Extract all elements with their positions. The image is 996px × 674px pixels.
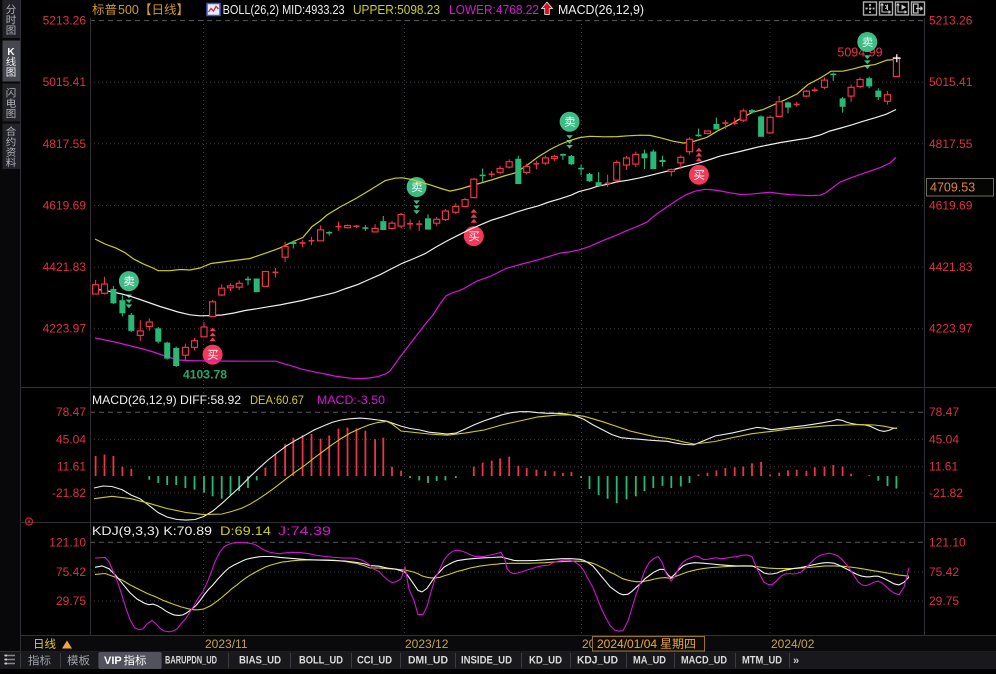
svg-text:LOWER:4768.22: LOWER:4768.22 [449,3,539,17]
svg-text:INSIDE_UD: INSIDE_UD [461,655,512,667]
svg-text:D:69.14: D:69.14 [220,524,271,538]
svg-text:29.75: 29.75 [929,594,959,608]
svg-text:KD_UD: KD_UD [529,655,562,667]
svg-text:4223.97: 4223.97 [43,322,87,336]
svg-text:J:74.39: J:74.39 [278,524,331,538]
svg-text:4619.69: 4619.69 [43,199,87,213]
svg-text:4421.83: 4421.83 [43,260,87,274]
svg-text:75.42: 75.42 [56,565,86,579]
svg-text:2023/12: 2023/12 [405,637,449,651]
svg-text:29.75: 29.75 [56,594,86,608]
svg-text:MACD(26,12,9): MACD(26,12,9) [558,3,644,17]
svg-text:BOLL(26,2) MID:4933.23: BOLL(26,2) MID:4933.23 [223,3,345,17]
svg-text:CCI_UD: CCI_UD [357,655,392,667]
svg-text:11.61: 11.61 [929,460,958,474]
svg-text:BOLL_UD: BOLL_UD [299,655,343,667]
svg-text:11.61: 11.61 [57,460,86,474]
svg-text:»: » [793,655,799,667]
svg-text:2024/01/04: 2024/01/04 [597,637,657,651]
svg-text:4817.55: 4817.55 [929,137,973,151]
svg-text:MACD(26,12,9) DIFF:58.92: MACD(26,12,9) DIFF:58.92 [92,393,241,407]
svg-text:5015.41: 5015.41 [43,75,87,89]
svg-text:5213.26: 5213.26 [43,14,87,28]
svg-text:4421.83: 4421.83 [929,260,973,274]
svg-text:MACD_UD: MACD_UD [681,655,727,667]
svg-text:78.47: 78.47 [56,405,86,419]
svg-text:4817.55: 4817.55 [43,137,87,151]
svg-text:121.10: 121.10 [49,535,86,549]
svg-text:4103.78: 4103.78 [183,370,228,382]
svg-text:5015.41: 5015.41 [929,75,973,89]
svg-text:MACD:-3.50: MACD:-3.50 [317,393,385,407]
svg-text:KDJ_UD: KDJ_UD [577,655,618,667]
svg-text:500: 500 [118,3,139,17]
svg-text:-21.82: -21.82 [929,486,963,500]
svg-text:78.47: 78.47 [929,405,959,419]
svg-text:4619.69: 4619.69 [929,199,973,213]
svg-text:K: K [7,47,15,58]
svg-text:BIAS_UD: BIAS_UD [239,655,281,667]
svg-text:5213.26: 5213.26 [929,14,973,28]
svg-text:DMI_UD: DMI_UD [408,655,448,667]
svg-text:MTM_UD: MTM_UD [742,655,782,667]
svg-text:2023/11: 2023/11 [205,637,248,651]
svg-text:-21.82: -21.82 [52,486,86,500]
svg-text:MA_UD: MA_UD [633,655,666,667]
svg-text:121.10: 121.10 [929,535,966,549]
svg-text:2024/02: 2024/02 [771,637,815,651]
svg-text:BARUPDN_UD: BARUPDN_UD [165,655,217,667]
svg-text:VIP: VIP [104,655,122,667]
svg-text:UPPER:5098.23: UPPER:5098.23 [353,3,440,17]
svg-text:45.04: 45.04 [56,433,86,447]
svg-text:KDJ(9,3,3) K:70.89: KDJ(9,3,3) K:70.89 [92,524,212,538]
svg-text:75.42: 75.42 [929,565,959,579]
svg-text:45.04: 45.04 [929,433,959,447]
svg-text:4223.97: 4223.97 [929,322,973,336]
svg-text:4709.53: 4709.53 [930,181,975,195]
svg-text:DEA:60.67: DEA:60.67 [250,393,304,407]
